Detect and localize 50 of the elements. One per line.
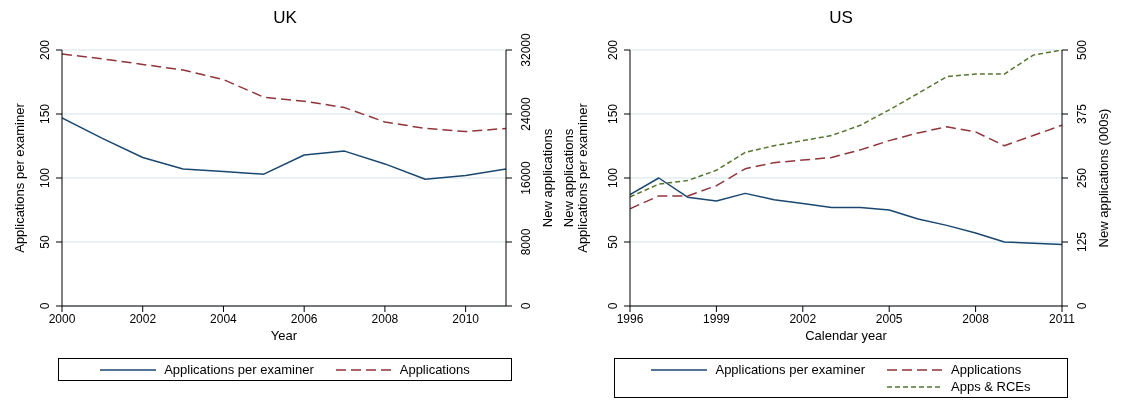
y-tick-label: 100 (38, 167, 52, 189)
x-axis-title: Calendar year (805, 328, 888, 343)
x-tick-label: 2002 (129, 311, 157, 326)
y2-axis-title: New applications (000s) (1096, 108, 1111, 248)
line-series (630, 124, 1062, 210)
y-tick-label: 200 (38, 39, 52, 61)
legend-label: Applications per examiner (715, 362, 866, 377)
chart-title: UK (272, 8, 298, 29)
y-axis-title: New applications Applications per examiner (561, 102, 590, 253)
legend-label: Applications (951, 362, 1022, 377)
y-tick-label: 0 (38, 302, 52, 310)
y-tick-label: 50 (38, 235, 52, 249)
y2-tick-label: 125 (1075, 231, 1089, 253)
y-tick-label: 150 (38, 103, 52, 125)
line-series (62, 53, 506, 133)
x-tick-label: 2006 (290, 311, 318, 326)
y-tick-label: 150 (606, 103, 620, 125)
y2-tick-label: 375 (1075, 103, 1089, 125)
line-series (630, 177, 1062, 246)
x-tick-label: 2005 (875, 311, 903, 326)
line-series (62, 117, 506, 181)
y2-tick-label: 32000 (519, 32, 533, 67)
y-tick-label: 50 (606, 235, 620, 249)
y2-tick-label: 250 (1075, 167, 1089, 189)
x-tick-label: 2008 (962, 311, 990, 326)
y-tick-label: 200 (606, 39, 620, 61)
x-axis-title: Year (270, 328, 298, 343)
x-tick-label: 2008 (371, 311, 399, 326)
x-tick-label: 2011 (1049, 311, 1076, 326)
x-tick-label: 2002 (789, 311, 817, 326)
legend-label: Applications (399, 362, 470, 377)
chart-title: US (828, 8, 854, 29)
x-tick-label: 2010 (452, 311, 480, 326)
legend-label: Apps & RCEs (951, 379, 1031, 394)
y2-tick-label: 8000 (519, 228, 533, 256)
x-tick-label: 1999 (703, 311, 731, 326)
y-tick-label: 100 (606, 167, 620, 189)
y2-tick-label: 24000 (519, 96, 533, 131)
x-tick-label: 1996 (616, 311, 644, 326)
y2-tick-label: 0 (1075, 302, 1089, 310)
y2-tick-label: 500 (1075, 39, 1089, 61)
y-tick-label: 0 (606, 302, 620, 310)
x-tick-label: 2004 (210, 311, 238, 326)
y2-axis-title: New applications (540, 128, 555, 228)
legend-label: Applications per examiner (164, 362, 314, 377)
line-series (630, 50, 1062, 198)
y2-tick-label: 0 (519, 302, 533, 310)
x-tick-label: 2000 (48, 311, 76, 326)
y2-tick-label: 16000 (519, 160, 533, 195)
y-axis-title: Applications per examiner (12, 102, 27, 253)
